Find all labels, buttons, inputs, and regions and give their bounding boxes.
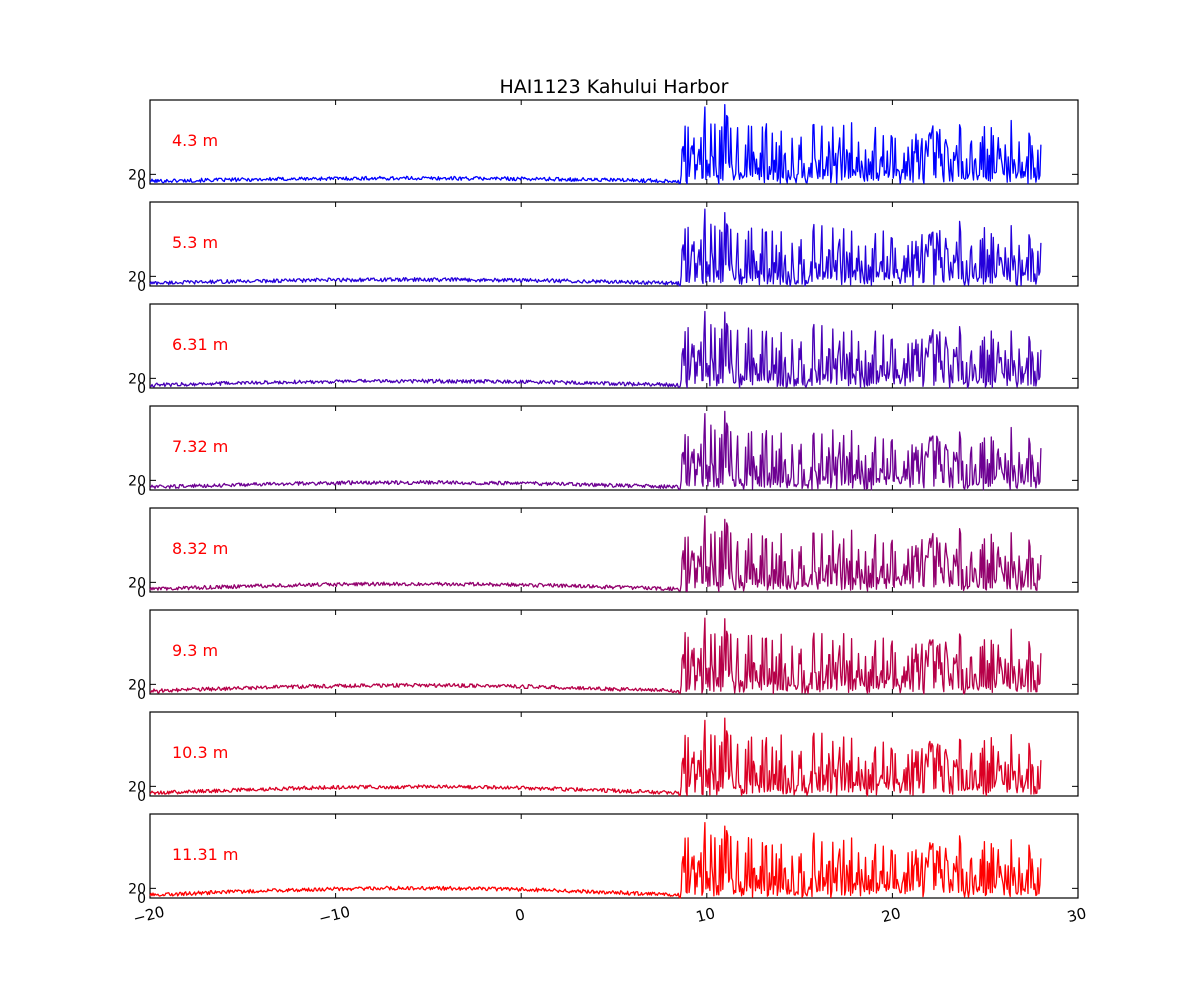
panel: 020 7.32 m xyxy=(128,405,1079,499)
y-tick-label: 0 xyxy=(137,177,146,193)
panel-label: 5.3 m xyxy=(172,233,218,252)
y-tick-label: 20 xyxy=(128,473,146,489)
series-line xyxy=(149,617,1042,695)
x-tick-label: 30 xyxy=(1065,904,1088,926)
panel-frame xyxy=(149,711,1079,797)
panel: 020 11.31 m xyxy=(128,813,1079,907)
x-tick-label: −10 xyxy=(317,903,352,928)
y-tick-label: 0 xyxy=(137,789,146,805)
panel-label: 6.31 m xyxy=(172,335,228,354)
y-tick-label: 0 xyxy=(137,483,146,499)
panel-frame xyxy=(149,99,1079,185)
series-line xyxy=(149,717,1042,797)
panel: 020 4.3 m xyxy=(128,99,1079,193)
x-tick-label: 20 xyxy=(880,904,903,926)
panel-frame xyxy=(149,507,1079,593)
y-tick-label: 20 xyxy=(128,677,146,693)
y-tick-label: 0 xyxy=(137,381,146,397)
panel-label: 9.3 m xyxy=(172,641,218,660)
y-tick-label: 20 xyxy=(128,779,146,795)
panel-label: 10.3 m xyxy=(172,743,228,762)
panel-frame xyxy=(149,201,1079,287)
series-line xyxy=(149,310,1042,389)
panel: 020 5.3 m xyxy=(128,201,1079,295)
panel: 020 8.32 m xyxy=(128,507,1079,601)
x-axis: −20 −10 0 10 20 30 xyxy=(131,903,1088,928)
panel-label: 4.3 m xyxy=(172,131,218,150)
y-tick-label: 0 xyxy=(137,585,146,601)
series-line xyxy=(149,104,1042,185)
y-tick-label: 0 xyxy=(137,279,146,295)
series-line xyxy=(149,410,1042,491)
panel: 020 6.31 m xyxy=(128,303,1079,397)
panel-frame xyxy=(149,405,1079,491)
chart-title: HAI1123 Kahului Harbor xyxy=(499,76,728,98)
series-line xyxy=(149,208,1042,287)
panel-frame xyxy=(149,813,1079,899)
panel-label: 11.31 m xyxy=(172,845,238,864)
panel-frame xyxy=(149,609,1079,695)
y-tick-label: 20 xyxy=(128,371,146,387)
y-tick-label: 20 xyxy=(128,575,146,591)
x-tick-label: 0 xyxy=(513,905,527,925)
y-tick-label: 20 xyxy=(128,269,146,285)
y-tick-label: 0 xyxy=(137,891,146,907)
series-line xyxy=(149,515,1042,593)
panel-label: 7.32 m xyxy=(172,437,228,456)
panel: 020 9.3 m xyxy=(128,609,1079,703)
series-line xyxy=(149,822,1042,899)
x-tick-label: 10 xyxy=(694,904,717,926)
y-tick-label: 20 xyxy=(128,167,146,183)
y-tick-label: 0 xyxy=(137,687,146,703)
panel-frame xyxy=(149,303,1079,389)
y-tick-label: 20 xyxy=(128,881,146,897)
panel: 020 10.3 m xyxy=(128,711,1079,805)
panel-label: 8.32 m xyxy=(172,539,228,558)
